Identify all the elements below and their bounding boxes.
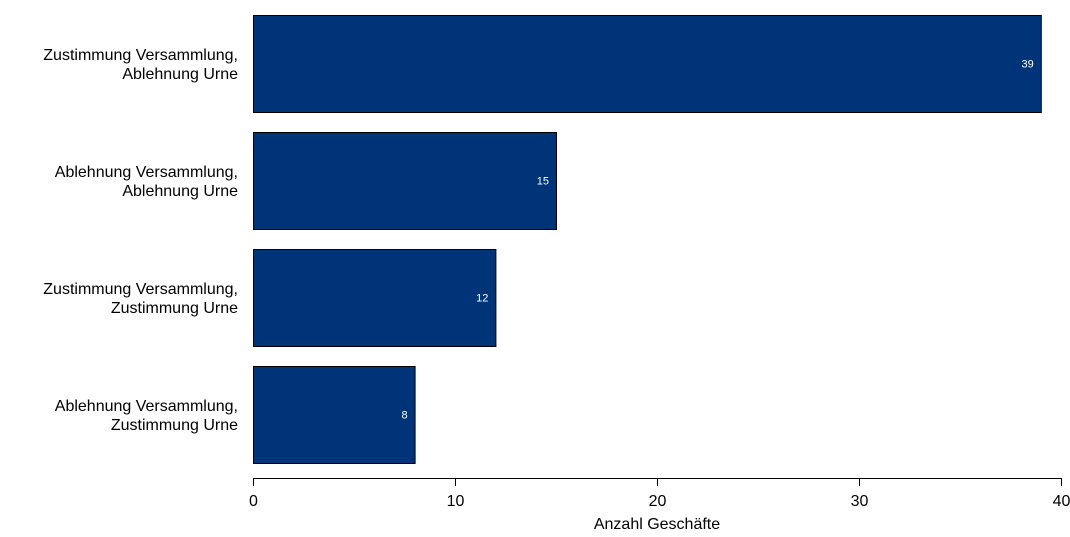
bar-value-label-1: 15	[537, 176, 549, 188]
bar-2	[253, 249, 497, 347]
category-label-line: Ablehnung Versammlung,	[55, 398, 238, 415]
category-labels: Zustimmung Versammlung, Ablehnung UrneAbl…	[43, 47, 238, 434]
bars-layer: 39 15 12 8	[253, 15, 1042, 464]
category-label-line: Zustimmung Versammlung,	[43, 281, 238, 298]
bar-value-label-2: 12	[476, 293, 488, 305]
category-label-2: Zustimmung Versammlung, Zustimmung Urne	[43, 281, 238, 317]
bar-3	[253, 366, 416, 464]
category-label-line: Zustimmung Urne	[111, 417, 238, 434]
x-tick-label-4: 40	[1053, 493, 1070, 510]
category-label-line: Zustimmung Urne	[111, 300, 238, 317]
category-label-1: Ablehnung Versammlung, Ablehnung Urne	[55, 164, 238, 200]
x-axis-title: Anzahl Geschäfte	[594, 516, 720, 533]
category-label-line: Ablehnung Urne	[122, 66, 238, 83]
category-label-line: Ablehnung Urne	[122, 183, 238, 200]
bar-value-label-3: 8	[401, 410, 407, 422]
x-axis: 0 10 20 30 40	[249, 478, 1070, 510]
bar-0	[253, 15, 1042, 113]
bar-1	[253, 132, 557, 230]
category-label-3: Ablehnung Versammlung, Zustimmung Urne	[55, 398, 238, 434]
category-label-0: Zustimmung Versammlung, Ablehnung Urne	[43, 47, 238, 83]
x-tick-label-0: 0	[249, 493, 258, 510]
bar-value-label-0: 39	[1022, 59, 1034, 71]
x-tick-label-3: 30	[851, 493, 869, 510]
category-label-line: Zustimmung Versammlung,	[43, 47, 238, 64]
x-tick-label-1: 10	[447, 493, 465, 510]
x-tick-label-2: 20	[649, 493, 667, 510]
category-label-line: Ablehnung Versammlung,	[55, 164, 238, 181]
